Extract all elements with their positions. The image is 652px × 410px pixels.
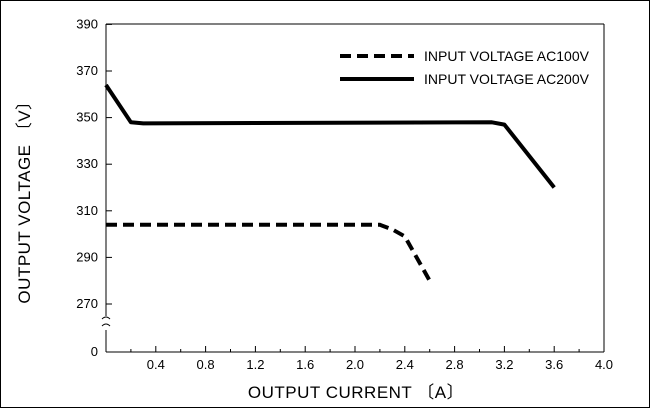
x-tick-label: 4.0 (595, 357, 613, 372)
x-tick-label: 3.6 (545, 357, 563, 372)
series-line-1 (106, 222, 432, 282)
x-tick-label: 2.0 (346, 357, 364, 372)
y-tick-label: 270 (76, 296, 98, 311)
y-tick-label: 350 (76, 110, 98, 125)
legend-label-2: INPUT VOLTAGE AC200V (424, 71, 590, 87)
y-tick-label: 330 (76, 156, 98, 171)
y-tick-label: 0 (91, 344, 98, 359)
x-tick-label: 1.2 (246, 357, 264, 372)
legend: INPUT VOLTAGE AC100V INPUT VOLTAGE AC200V (340, 48, 590, 87)
x-tick-label: 1.6 (296, 357, 314, 372)
axis-break-mark (101, 316, 111, 327)
x-tick-label: 2.8 (446, 357, 464, 372)
x-tick-label: 0.4 (147, 357, 165, 372)
x-axis-label: OUTPUT CURRENT 〔A〕 (248, 383, 464, 402)
x-tick-label: 3.2 (495, 357, 513, 372)
series-line-2 (104, 83, 556, 189)
y-axis-label: OUTPUT VOLTAGE 〔V〕 (15, 92, 34, 303)
x-tick-label: 0.8 (197, 357, 215, 372)
y-tick-label: 290 (76, 249, 98, 264)
y-tick-label: 310 (76, 203, 98, 218)
legend-label-1: INPUT VOLTAGE AC100V (424, 48, 590, 64)
y-tick-label: 370 (76, 63, 98, 78)
y-ticks: 0 270 290 310 330 350 370 390 (76, 16, 112, 359)
x-ticks: 0.4 0.8 1.2 1.6 2.0 2.4 2.8 3.2 3.6 4.0 (130, 346, 613, 372)
series-lines (104, 83, 556, 282)
y-tick-label: 390 (76, 16, 98, 31)
x-tick-label: 2.4 (396, 357, 414, 372)
